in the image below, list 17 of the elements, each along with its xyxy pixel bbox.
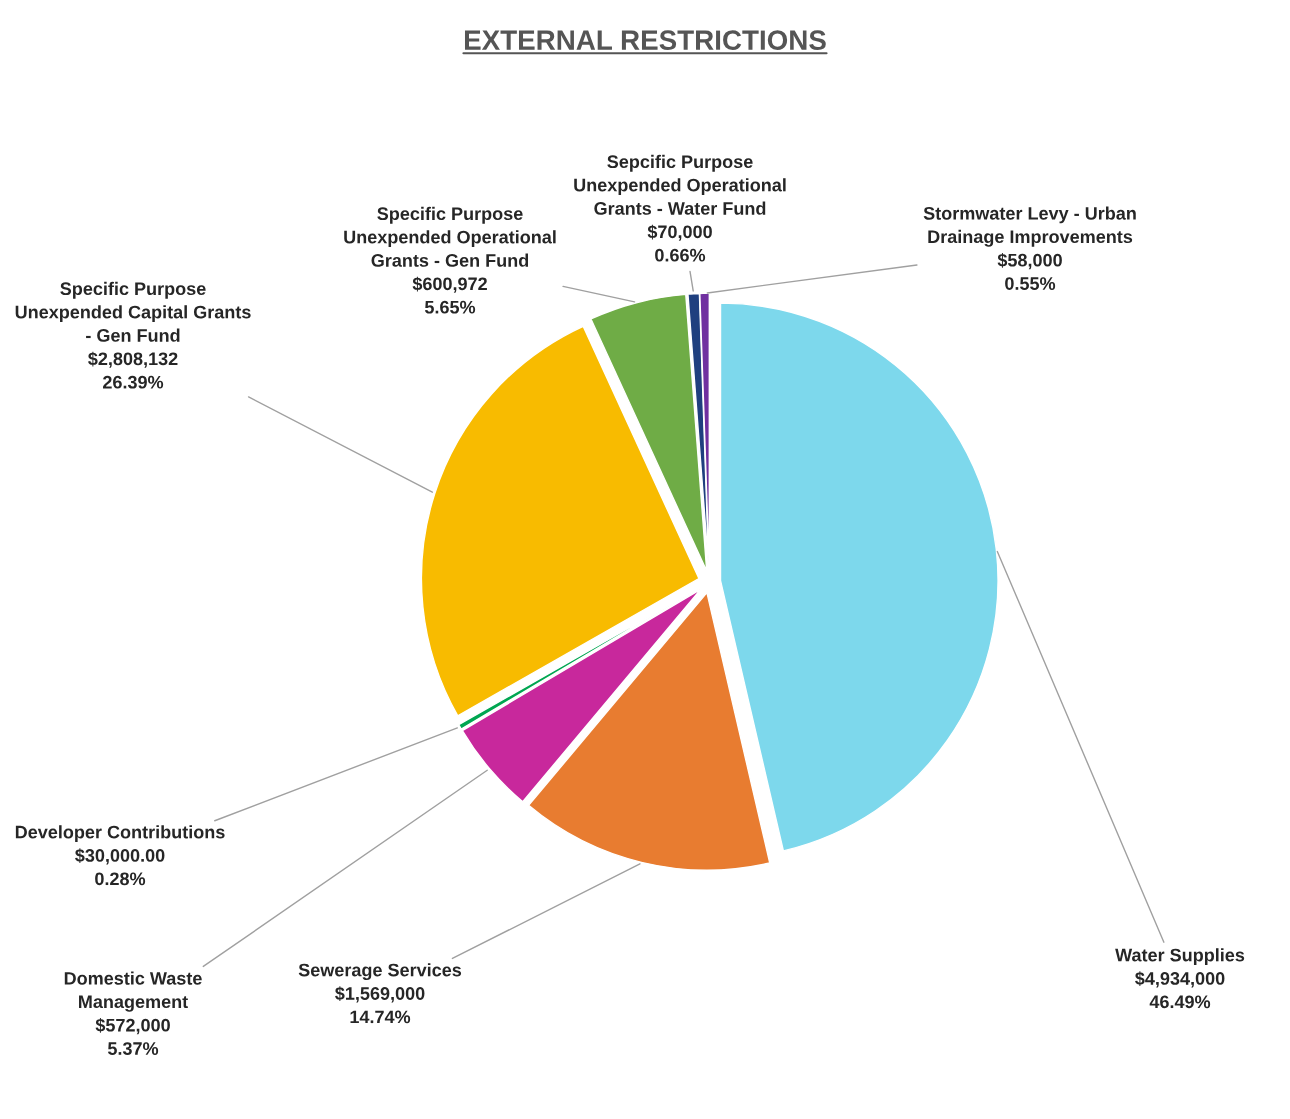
slice-label: Developer Contributions <box>15 825 225 843</box>
slice-label: Sewerage Services <box>298 963 462 981</box>
slice-label: Water Supplies <box>1115 948 1245 966</box>
slice-label: Specific Purpose Unexpended Capital Grants - Gen Fund <box>15 281 251 342</box>
data-label: $30,000.00 0.28% <box>75 848 165 886</box>
data-label: $600,972 5.65% <box>412 276 487 314</box>
chart-title: EXTERNAL RESTRICTIONS <box>464 30 826 50</box>
data-label: $58,000 0.55% <box>997 252 1062 290</box>
slice-label: Specific Purpose Unexpended Operational Grants - Gen Fund <box>344 206 556 267</box>
data-label: $1,569,000 14.74% <box>335 986 425 1024</box>
data-label: $4,934,000 46.49% <box>1135 971 1225 1009</box>
data-label: $70,000 0.66% <box>647 224 712 262</box>
data-label: $2,808,132 26.39% <box>88 351 178 389</box>
data-label: $572,000 5.37% <box>95 1017 170 1055</box>
slice-label: Domestic Waste Management <box>64 971 202 1012</box>
slice-label: Sepcific Purpose Unexpended Operational Grants - Water Fund <box>574 154 786 215</box>
slice-label: Stormwater Levy - Urban Drainage Improvements <box>923 206 1136 247</box>
